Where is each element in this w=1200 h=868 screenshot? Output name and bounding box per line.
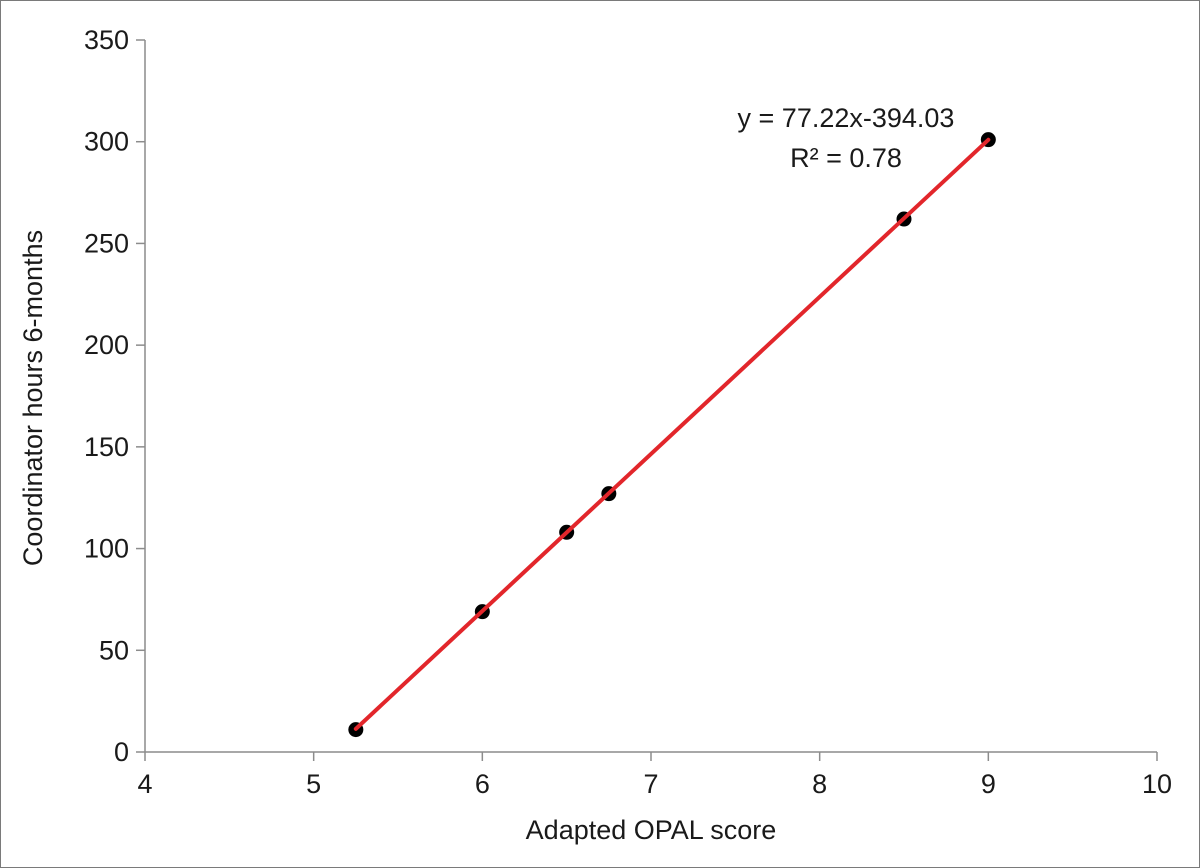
x-tick-labels: 4 5 6 7 8 9 10 <box>137 769 1172 799</box>
r-squared-label: R² = 0.78 <box>790 143 902 173</box>
y-tick-label: 250 <box>84 228 129 258</box>
y-tick-label: 0 <box>114 737 129 767</box>
x-axis-title: Adapted OPAL score <box>526 815 777 845</box>
x-tick-label: 8 <box>812 769 827 799</box>
x-tick-label: 9 <box>981 769 996 799</box>
x-tick-label: 10 <box>1142 769 1172 799</box>
y-tick-label: 300 <box>84 127 129 157</box>
y-tick-label: 150 <box>84 432 129 462</box>
trendline-equation: y = 77.22x-394.03 <box>738 103 955 133</box>
x-tick-label: 5 <box>306 769 321 799</box>
x-tick-label: 6 <box>475 769 490 799</box>
y-tick-label: 200 <box>84 330 129 360</box>
trendline-group <box>353 137 991 731</box>
axes <box>136 39 1158 761</box>
x-tick-label: 7 <box>643 769 658 799</box>
y-tick-label: 100 <box>84 534 129 564</box>
trendline <box>353 137 991 731</box>
y-tick-labels: 0 50 100 150 200 250 300 350 <box>84 25 129 767</box>
y-tick-label: 350 <box>84 25 129 55</box>
y-tick-label: 50 <box>99 635 129 665</box>
y-axis-title: Coordinator hours 6-months <box>18 230 48 566</box>
x-tick-label: 4 <box>137 769 152 799</box>
